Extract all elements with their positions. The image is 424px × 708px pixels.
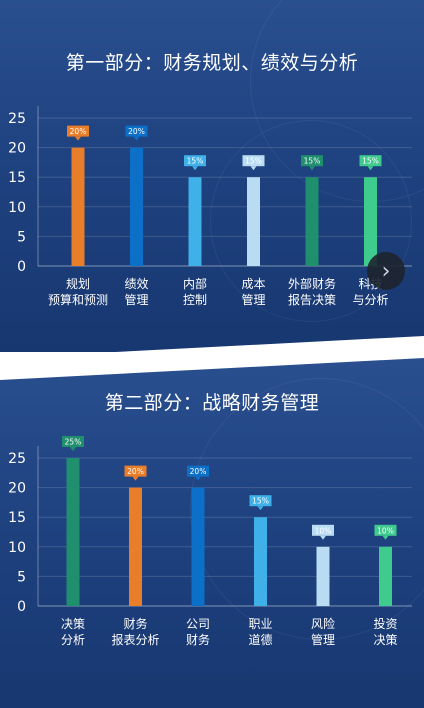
value-label-bg — [312, 524, 334, 536]
x-tick-label: 预算和预测 — [48, 292, 108, 307]
value-label-bg — [62, 436, 84, 447]
y-tick-label: 5 — [17, 229, 26, 245]
value-label-bg — [187, 465, 209, 477]
y-tick-label: 10 — [8, 540, 26, 556]
value-label: 25% — [65, 438, 82, 447]
x-tick-label: 外部财务 — [288, 276, 336, 291]
value-label: 20% — [190, 467, 207, 476]
value-label-bg — [374, 524, 397, 536]
y-tick-label: 10 — [8, 200, 26, 216]
y-tick-label: 15 — [8, 170, 26, 186]
bar — [191, 487, 205, 606]
bar — [305, 177, 319, 266]
x-tick-label: 投资 — [373, 616, 397, 631]
x-tick-label: 决策 — [61, 617, 85, 631]
y-tick-label: 20 — [8, 141, 26, 157]
value-label: 10% — [315, 526, 332, 535]
y-tick-label: 20 — [8, 481, 26, 497]
bar — [188, 177, 202, 266]
bar — [71, 147, 85, 266]
value-label-pointer — [250, 166, 257, 171]
chart-title: 第一部分：财务规划、绩效与分析 — [65, 52, 359, 74]
bar — [364, 177, 377, 266]
x-tick-label: 内部 — [183, 276, 207, 291]
x-tick-label: 管理 — [241, 292, 265, 307]
value-label: 20% — [70, 127, 87, 136]
bar-chart-1: 051015202520%规划预算和预测20%绩效管理15%内部控制15%成本管… — [8, 106, 412, 307]
next-slide-button[interactable]: › — [367, 252, 405, 290]
globe-decoration — [210, 120, 412, 322]
value-label-pointer — [257, 506, 264, 511]
x-tick-label: 分析 — [61, 633, 85, 647]
chart-panel-2: 第二部分：战略财务管理 0 5 10 15 20 25 25% 决策 分析 20% 财务 报表分析 20… — [0, 358, 424, 708]
bar — [254, 517, 267, 606]
value-label-pointer — [75, 136, 81, 141]
value-label-bg — [124, 465, 147, 477]
value-label: 15% — [304, 157, 321, 166]
panel-edge-decoration — [0, 358, 424, 380]
value-label-bg — [359, 155, 382, 167]
x-tick-label: 绩效 — [124, 276, 148, 291]
x-tick-label: 财务 — [123, 616, 147, 631]
bar — [130, 147, 143, 266]
y-tick-label: 0 — [17, 599, 26, 615]
value-label-bg — [249, 495, 272, 507]
value-label-pointer — [132, 476, 139, 481]
value-label: 20% — [128, 127, 145, 136]
value-label-bg — [67, 125, 89, 137]
chevron-right-icon: › — [381, 258, 391, 284]
bar — [247, 177, 260, 266]
x-tick-label: 职业 — [248, 617, 272, 631]
y-tick-label: 25 — [8, 111, 26, 127]
y-tick-label: 5 — [17, 569, 26, 585]
x-tick-label: 与分析 — [352, 293, 388, 307]
x-tick-label: 控制 — [183, 293, 207, 307]
x-tick-label: 管理 — [124, 292, 148, 307]
x-tick-label: 管理 — [311, 632, 335, 647]
x-tick-label: 公司 — [186, 617, 210, 631]
x-tick-label: 道德 — [248, 632, 272, 647]
value-label-bg — [184, 155, 206, 167]
x-tick-label: 风险 — [311, 616, 335, 631]
chart-title: 第二部分：战略财务管理 — [104, 392, 320, 414]
y-tick-label: 15 — [8, 510, 26, 526]
bar — [129, 487, 142, 606]
value-label: 15% — [245, 157, 262, 166]
y-tick-label: 0 — [17, 259, 26, 275]
value-label-bg — [125, 125, 148, 137]
value-label: 15% — [187, 157, 204, 166]
value-label-pointer — [309, 166, 315, 171]
x-tick-label: 决策 — [373, 633, 397, 647]
value-label-pointer — [367, 166, 374, 171]
x-tick-label: 报表分析 — [111, 632, 159, 647]
panel-edge-decoration — [115, 336, 424, 352]
x-tick-label: 报告决策 — [288, 292, 336, 307]
value-label-pointer — [70, 447, 76, 451]
value-label-pointer — [195, 476, 201, 481]
value-label: 15% — [362, 157, 379, 166]
bar-chart-2: 051015202525%决策分析20%财务报表分析20%公司财务15%职业道德… — [8, 436, 412, 647]
value-label-pointer — [382, 535, 389, 540]
value-label-bg — [242, 155, 265, 167]
y-tick-label: 25 — [8, 451, 26, 467]
value-label-pointer — [192, 166, 198, 171]
value-label: 10% — [377, 526, 394, 535]
value-label: 20% — [127, 467, 144, 476]
value-label-pointer — [133, 136, 140, 141]
x-tick-label: 成本 — [241, 277, 265, 291]
x-tick-label: 财务 — [186, 632, 210, 647]
value-label: 15% — [252, 497, 269, 506]
value-label-pointer — [320, 535, 326, 540]
value-label-bg — [301, 155, 323, 167]
bar — [379, 546, 392, 606]
bar — [66, 458, 80, 606]
x-tick-label: 规划 — [66, 276, 90, 291]
chart-panel-1: 第一部分：财务规划、绩效与分析 0 5 10 15 20 25 20% 规划 预算和预测 20% 绩… — [0, 0, 424, 352]
bar — [316, 546, 330, 606]
